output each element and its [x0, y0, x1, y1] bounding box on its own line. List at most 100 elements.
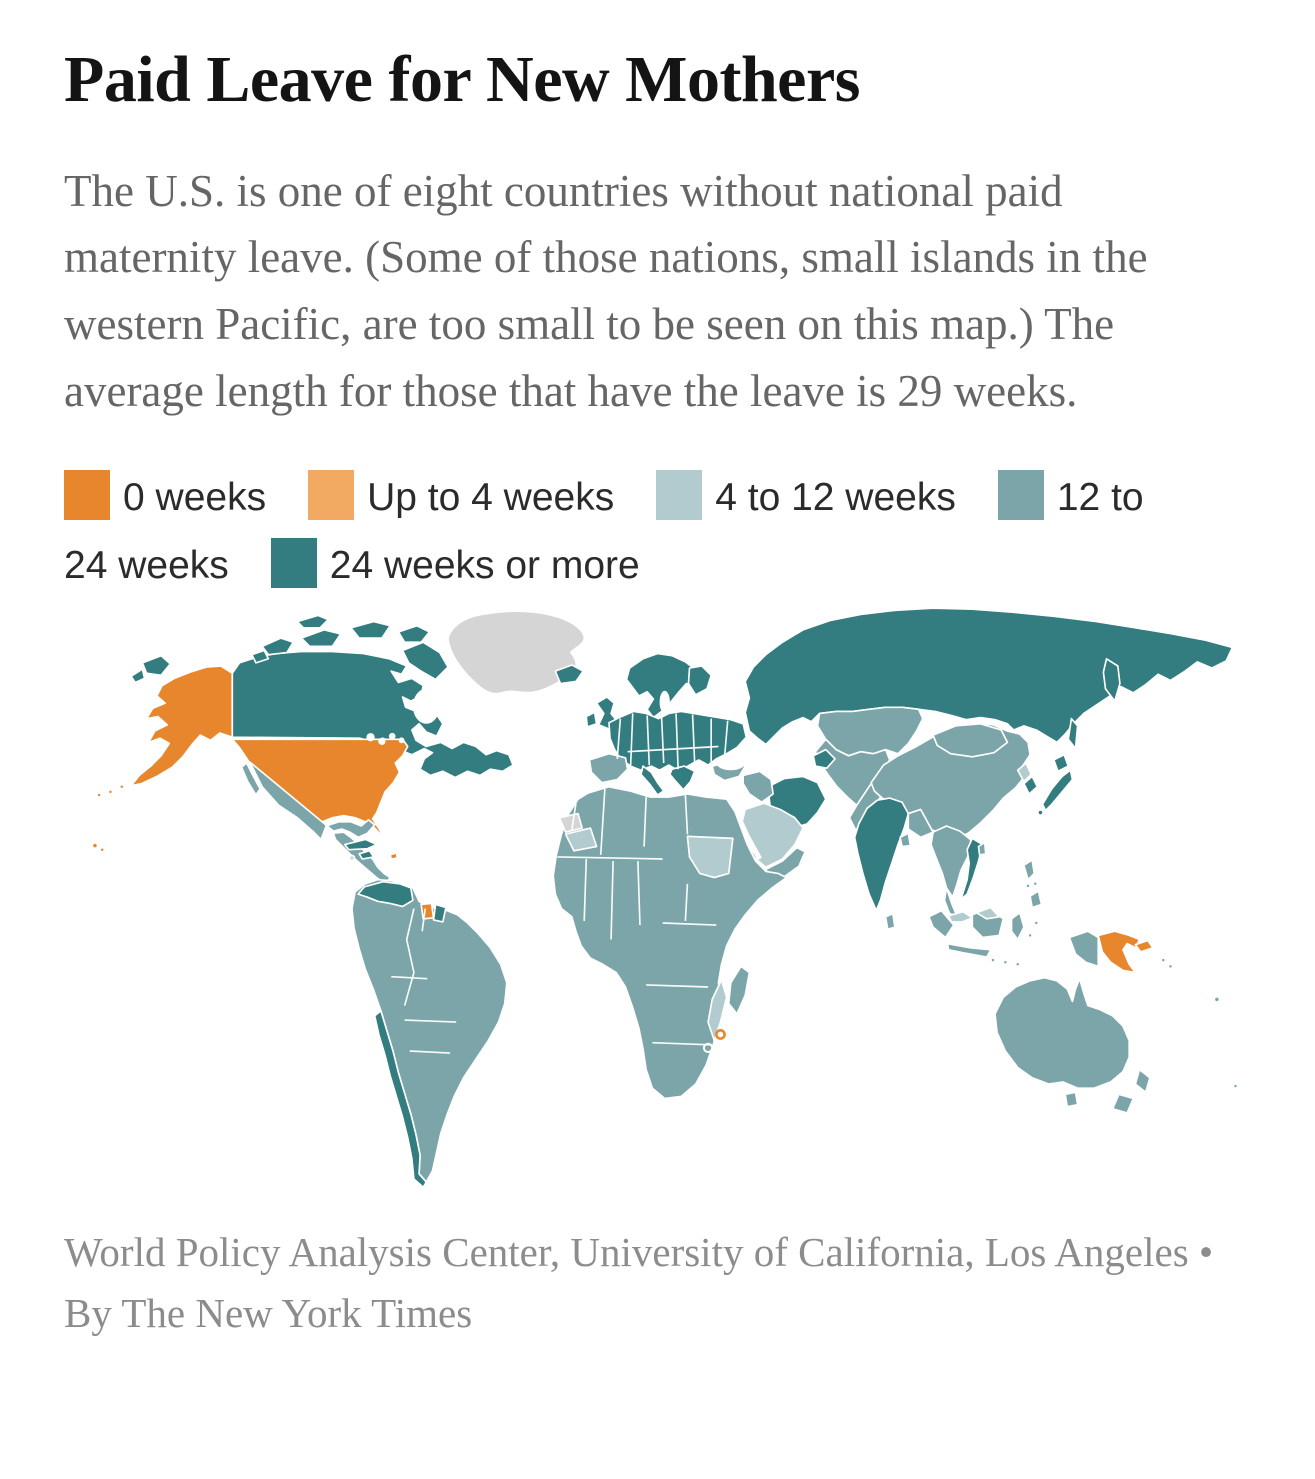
- russia-sakhalin: [1067, 718, 1079, 750]
- japan-kyushu: [1037, 809, 1044, 817]
- island-hispaniola: [358, 850, 375, 861]
- australia-tasmania: [1064, 1091, 1079, 1108]
- page-title: Paid Leave for New Mothers: [64, 43, 860, 116]
- country-ireland: [585, 711, 598, 728]
- country-north-korea: [1016, 762, 1032, 783]
- country-sudan: [686, 835, 734, 879]
- world-map: [64, 602, 1251, 1206]
- legend-label-0-weeks: 0 weeks: [123, 476, 267, 520]
- indonesia-sulawesi: [1010, 912, 1025, 941]
- red-sea: [730, 804, 762, 861]
- country-italy: [640, 765, 665, 797]
- us-alaska: [130, 665, 234, 787]
- japan-honshu: [1041, 769, 1074, 812]
- indonesia-sumatra: [928, 910, 955, 939]
- philippines-visayas: [1025, 883, 1031, 889]
- country-finland: [687, 665, 712, 696]
- lesser-sunda-island: [1002, 959, 1009, 966]
- country-india: [853, 797, 910, 912]
- moluccas-island: [1033, 920, 1040, 927]
- country-mexico: [248, 761, 376, 841]
- country-madagascar: [727, 965, 751, 1015]
- country-chile: [373, 1010, 428, 1189]
- japan-hokkaido: [1053, 754, 1070, 773]
- philippines-mindanao: [1029, 890, 1043, 909]
- continent-asia: [711, 607, 1234, 931]
- country-lesotho-marker: [702, 1042, 714, 1054]
- solomon-island: [1167, 963, 1174, 970]
- island-jamaica: [348, 854, 356, 862]
- legend-swatch-24-weeks-or-more: [270, 538, 317, 589]
- country-greenland: [447, 610, 586, 695]
- legend-swatch-12-to-24-weeks: [997, 470, 1044, 521]
- country-sri-lanka: [884, 913, 896, 931]
- source-credit: World Policy Analysis Center, University…: [64, 1229, 1214, 1336]
- legend-swatch-4-to-12-weeks: [656, 470, 703, 521]
- png-new-britain: [1134, 939, 1154, 953]
- continent-north-america: [91, 610, 586, 884]
- hudson-bay: [412, 688, 440, 725]
- lesser-sunda-island: [990, 957, 996, 964]
- country-mozambique: [707, 979, 728, 1042]
- malaysia-borneo: [975, 906, 1000, 920]
- legend-swatch-0-weeks: [64, 470, 110, 521]
- new-zealand-south-island: [1111, 1093, 1135, 1115]
- baltic-sea: [659, 691, 670, 714]
- legend: 0 weeks Up to 4 weeks 4 to 12 weeks 12 to 2…: [64, 464, 1189, 600]
- us-hawaii: [91, 842, 99, 850]
- great-lake: [378, 737, 386, 746]
- canada-arctic-islands: [251, 614, 449, 681]
- europe-borders: [616, 713, 729, 770]
- legend-label-12-to-24-weeks: 12 to 24 weeks: [64, 476, 1144, 588]
- iraq-syria: [742, 770, 774, 804]
- black-sea: [716, 756, 746, 771]
- ne-india-bhutan: [907, 808, 934, 839]
- legend-label-up-to-4-weeks: Up to 4 weeks: [367, 476, 615, 520]
- caspian-sea: [792, 746, 810, 778]
- moluccas-island: [1027, 932, 1033, 939]
- philippines-visayas: [1032, 881, 1039, 887]
- continent-oceania: [928, 906, 1239, 1115]
- myanmar-thailand: [930, 825, 974, 899]
- pacific-island-fiji: [1213, 996, 1221, 1004]
- country-south-korea: [1023, 775, 1039, 796]
- country-suriname: [420, 902, 435, 920]
- aleutian-island: [96, 792, 102, 799]
- country-cuba: [343, 838, 378, 851]
- chart-subtitle: The U.S. is one of eight countries witho…: [64, 165, 1148, 416]
- infographic: Paid Leave for New Mothers The U.S. is o…: [64, 42, 1251, 1343]
- legend-swatch-up-to-4-weeks: [308, 470, 355, 521]
- country-venezuela: [357, 881, 414, 908]
- pacific-island: [1232, 1083, 1239, 1090]
- country-australia: [994, 977, 1131, 1090]
- solomon-island: [1160, 957, 1167, 964]
- french-guiana: [432, 903, 447, 924]
- africa-borders: [557, 789, 717, 1046]
- continent-south-america: [351, 879, 508, 1189]
- country-spain: [588, 753, 629, 784]
- great-lake: [398, 737, 405, 744]
- mexico-baja: [240, 762, 261, 797]
- country-canada: [231, 650, 514, 779]
- south-america-borders: [391, 908, 457, 1055]
- great-lake: [388, 733, 396, 740]
- country-taiwan: [977, 841, 987, 856]
- country-mauritania: [564, 827, 598, 852]
- island-puerto-rico: [389, 852, 399, 861]
- country-turkmenistan: [812, 749, 836, 770]
- new-zealand-north-island: [1134, 1069, 1151, 1094]
- country-bangladesh: [899, 832, 912, 848]
- legend-label-24-weeks-or-more: 24 weeks or more: [329, 544, 640, 588]
- philippines-luzon: [1023, 859, 1036, 881]
- aleutian-island: [118, 784, 125, 790]
- western-sahara: [558, 813, 583, 834]
- balkans-greece: [669, 765, 696, 791]
- legend-label-4-to-12-weeks: 4 to 12 weeks: [715, 476, 956, 520]
- indonesia-west-new-guinea: [1068, 930, 1100, 968]
- country-iceland: [554, 664, 585, 685]
- russia-kamchatka: [1102, 658, 1121, 703]
- indonesia-java: [946, 943, 992, 959]
- continent-africa: [552, 786, 788, 1100]
- persian-gulf: [802, 810, 828, 831]
- country-papua-new-guinea: [1097, 930, 1141, 974]
